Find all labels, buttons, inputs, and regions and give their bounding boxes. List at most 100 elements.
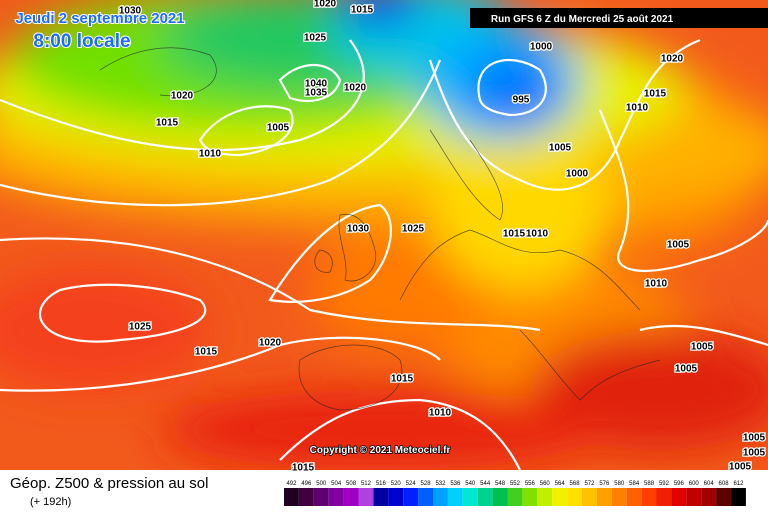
legend-swatch xyxy=(716,488,731,506)
isobar-label: 1010 xyxy=(645,279,668,290)
isobar-label: 1000 xyxy=(530,42,553,53)
legend-label: 564 xyxy=(555,481,566,487)
legend-label: 572 xyxy=(584,481,595,487)
isobar-label: 1020 xyxy=(344,83,367,94)
isobar-label: 1020 xyxy=(314,0,337,10)
legend-label: 532 xyxy=(435,481,446,487)
legend-swatch xyxy=(626,488,642,506)
isobar-label: 1040 xyxy=(305,79,328,90)
forecast-time: 8:00 locale xyxy=(33,31,130,52)
legend-label: 576 xyxy=(599,481,610,487)
isobar-label: 1015 xyxy=(644,89,667,100)
isobar-label: 1015 xyxy=(195,347,218,358)
legend-label: 560 xyxy=(540,481,551,487)
forecast-date: Jeudi 2 septembre 2021 xyxy=(15,10,184,27)
run-info: Run GFS 6 Z du Mercredi 25 août 2021 xyxy=(491,14,674,25)
legend-swatch xyxy=(477,488,493,506)
copyright: Copyright © 2021 Meteociel.fr xyxy=(310,445,451,456)
legend-label: 612 xyxy=(733,481,744,487)
isobar-label: 1025 xyxy=(402,224,425,235)
legend-swatch xyxy=(358,488,374,506)
isobar-label: 1020 xyxy=(661,54,684,65)
legend-swatch xyxy=(731,488,746,506)
legend-swatch xyxy=(567,488,582,506)
isobar-label: 1015 xyxy=(156,118,179,129)
isobar-label: 1010 xyxy=(526,229,549,240)
legend-swatch xyxy=(582,488,597,506)
legend-swatch xyxy=(522,488,538,506)
isobar-label: 1005 xyxy=(743,433,766,444)
isobar-label: 1015 xyxy=(391,374,414,385)
legend-swatch xyxy=(403,488,419,506)
color-legend: 492 496 500 504 508 512 516 520 524 528 532 536 540 5… xyxy=(284,481,746,506)
isobar-label: 1030 xyxy=(119,6,142,17)
legend-swatch xyxy=(641,488,657,506)
legend-label: 544 xyxy=(480,481,491,487)
legend-label: 552 xyxy=(510,481,521,487)
legend-label: 504 xyxy=(331,481,342,487)
isobar-label: 1005 xyxy=(743,448,766,459)
isobar-label: 1020 xyxy=(259,338,282,349)
isobar-label: 1010 xyxy=(429,408,452,419)
isobars xyxy=(0,38,768,470)
isobar-label: 995 xyxy=(513,95,530,106)
legend-label: 512 xyxy=(361,481,372,487)
isobar-label: 1005 xyxy=(549,143,572,154)
legend-label: 592 xyxy=(659,481,670,487)
legend-swatch xyxy=(343,488,359,506)
legend-swatch xyxy=(462,488,478,506)
isobar-label: 1005 xyxy=(729,462,752,473)
legend-swatch xyxy=(328,488,344,506)
legend-label: 604 xyxy=(704,481,715,487)
legend-swatch xyxy=(284,488,299,506)
isobar-label: 1010 xyxy=(199,149,222,160)
legend-swatch xyxy=(388,488,404,506)
isobar-label: 1025 xyxy=(304,33,327,44)
legend-swatch xyxy=(596,488,612,506)
legend-label: 524 xyxy=(406,481,417,487)
legend-swatch xyxy=(507,488,523,506)
legend-label: 492 xyxy=(286,481,297,487)
legend-swatch xyxy=(671,488,687,506)
legend-label: 608 xyxy=(719,481,730,487)
legend-label: 528 xyxy=(421,481,432,487)
legend-swatch xyxy=(701,488,717,506)
isobar-label: 1005 xyxy=(267,123,290,134)
isobar-label: 1010 xyxy=(626,103,649,114)
isobar-label: 1005 xyxy=(675,364,698,375)
legend-swatch xyxy=(298,488,314,506)
legend-label: 600 xyxy=(689,481,700,487)
isobar-label: 1015 xyxy=(351,5,374,16)
run-box xyxy=(470,8,768,28)
isobar-label: 1020 xyxy=(171,91,194,102)
legend-label: 548 xyxy=(495,481,506,487)
legend-swatch xyxy=(552,488,568,506)
legend-swatch xyxy=(313,488,329,506)
field xyxy=(0,0,768,470)
legend-label: 508 xyxy=(346,481,357,487)
legend-label: 520 xyxy=(391,481,402,487)
legend-label: 500 xyxy=(316,481,327,487)
legend-swatch xyxy=(373,488,389,506)
legend-label: 536 xyxy=(450,481,461,487)
isobar-label: 1015 xyxy=(292,463,315,474)
legend-label: 584 xyxy=(629,481,640,487)
legend-swatch xyxy=(492,488,508,506)
legend-label: 556 xyxy=(525,481,536,487)
legend-label: 496 xyxy=(301,481,312,487)
legend-label: 596 xyxy=(674,481,685,487)
legend-label: 588 xyxy=(644,481,655,487)
isobar-label: 1005 xyxy=(691,342,714,353)
legend-swatch xyxy=(433,488,448,506)
coastlines xyxy=(99,47,661,411)
isobar-label: 1000 xyxy=(566,169,589,180)
isobar-label: 1030 xyxy=(347,224,370,235)
isobar-label: 1005 xyxy=(667,240,690,251)
isobar-label: 1035 xyxy=(305,88,328,99)
legend-swatch xyxy=(537,488,553,506)
legend-swatch xyxy=(447,488,463,506)
legend-label: 516 xyxy=(376,481,387,487)
